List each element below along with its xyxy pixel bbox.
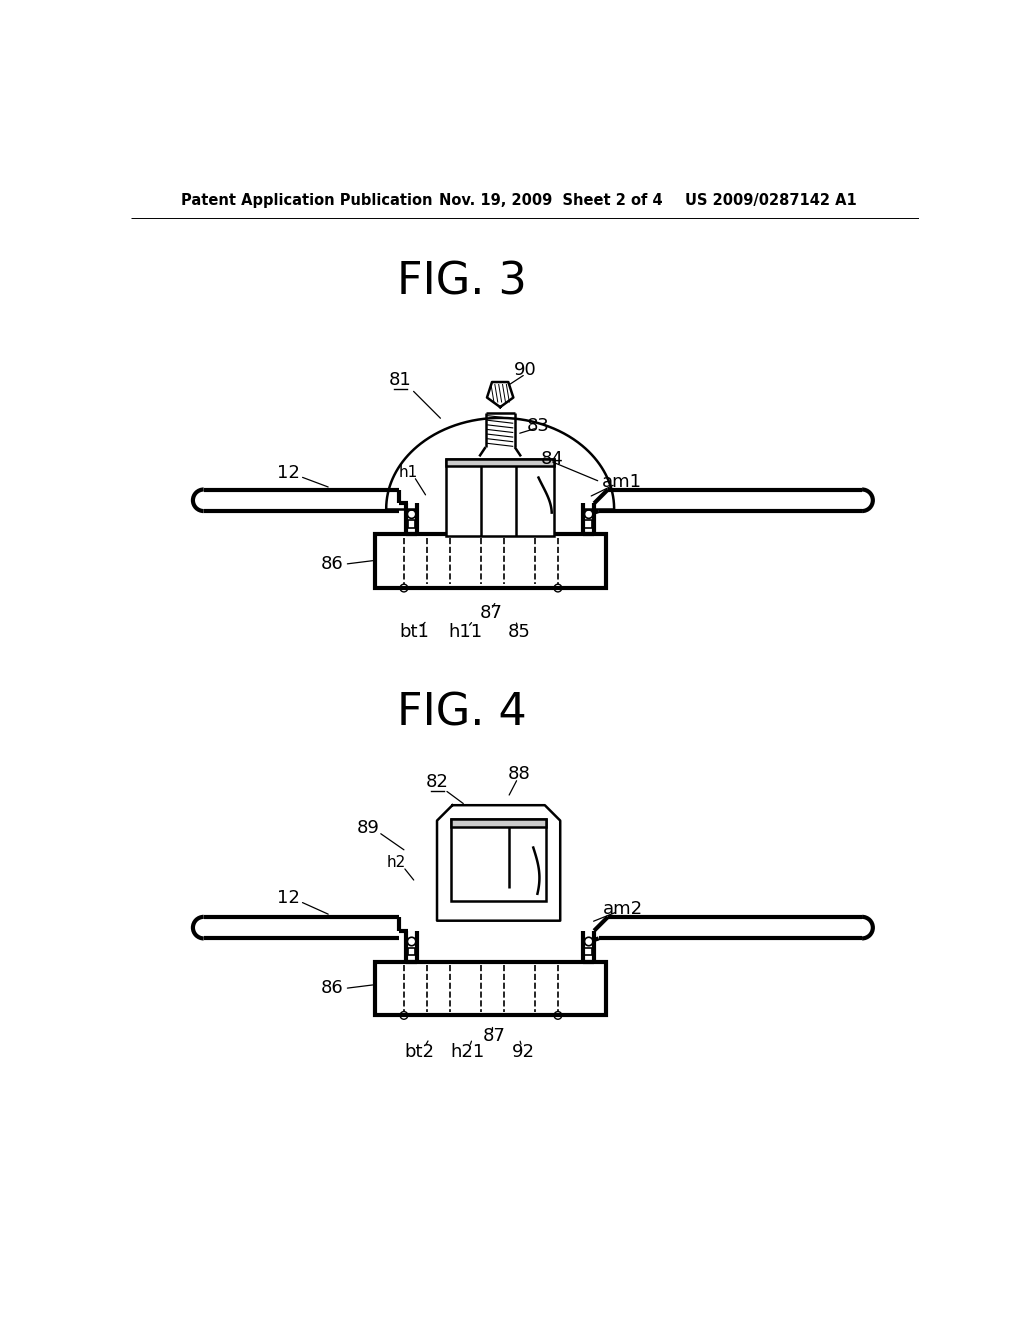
Text: bt2: bt2 (404, 1043, 434, 1060)
Bar (408, 948, 416, 956)
Text: bt1: bt1 (399, 623, 429, 642)
Text: 82: 82 (426, 774, 449, 791)
Bar (376, 535, 606, 589)
Text: FIG. 4: FIG. 4 (396, 692, 526, 734)
Text: 88: 88 (508, 766, 530, 783)
Text: h1: h1 (398, 465, 418, 480)
Bar (584, 520, 592, 528)
Text: 85: 85 (508, 623, 530, 642)
Text: 12: 12 (276, 888, 300, 907)
Text: 87: 87 (479, 603, 503, 622)
Bar (376, 961, 606, 1015)
Bar (408, 520, 416, 528)
Text: 86: 86 (321, 979, 344, 998)
Text: 81: 81 (389, 371, 412, 389)
Text: am2: am2 (603, 900, 643, 919)
Bar (451, 818, 547, 826)
Text: US 2009/0287142 A1: US 2009/0287142 A1 (685, 193, 857, 209)
Text: 90: 90 (514, 362, 537, 379)
Bar (451, 818, 547, 902)
Bar (446, 459, 554, 466)
Text: 89: 89 (356, 820, 379, 837)
Text: h21: h21 (450, 1043, 484, 1060)
Text: 87: 87 (482, 1027, 506, 1045)
Text: h11: h11 (449, 623, 482, 642)
Text: 92: 92 (512, 1043, 535, 1060)
Text: Nov. 19, 2009  Sheet 2 of 4: Nov. 19, 2009 Sheet 2 of 4 (438, 193, 663, 209)
Bar (584, 948, 592, 956)
Text: Patent Application Publication: Patent Application Publication (180, 193, 432, 209)
Text: 83: 83 (527, 417, 550, 436)
Text: am1: am1 (602, 473, 642, 491)
Text: 84: 84 (541, 450, 564, 467)
Bar (446, 459, 554, 536)
Text: h2: h2 (387, 855, 406, 870)
Text: FIG. 3: FIG. 3 (396, 260, 526, 304)
Text: 86: 86 (321, 556, 344, 573)
Text: 12: 12 (276, 463, 300, 482)
